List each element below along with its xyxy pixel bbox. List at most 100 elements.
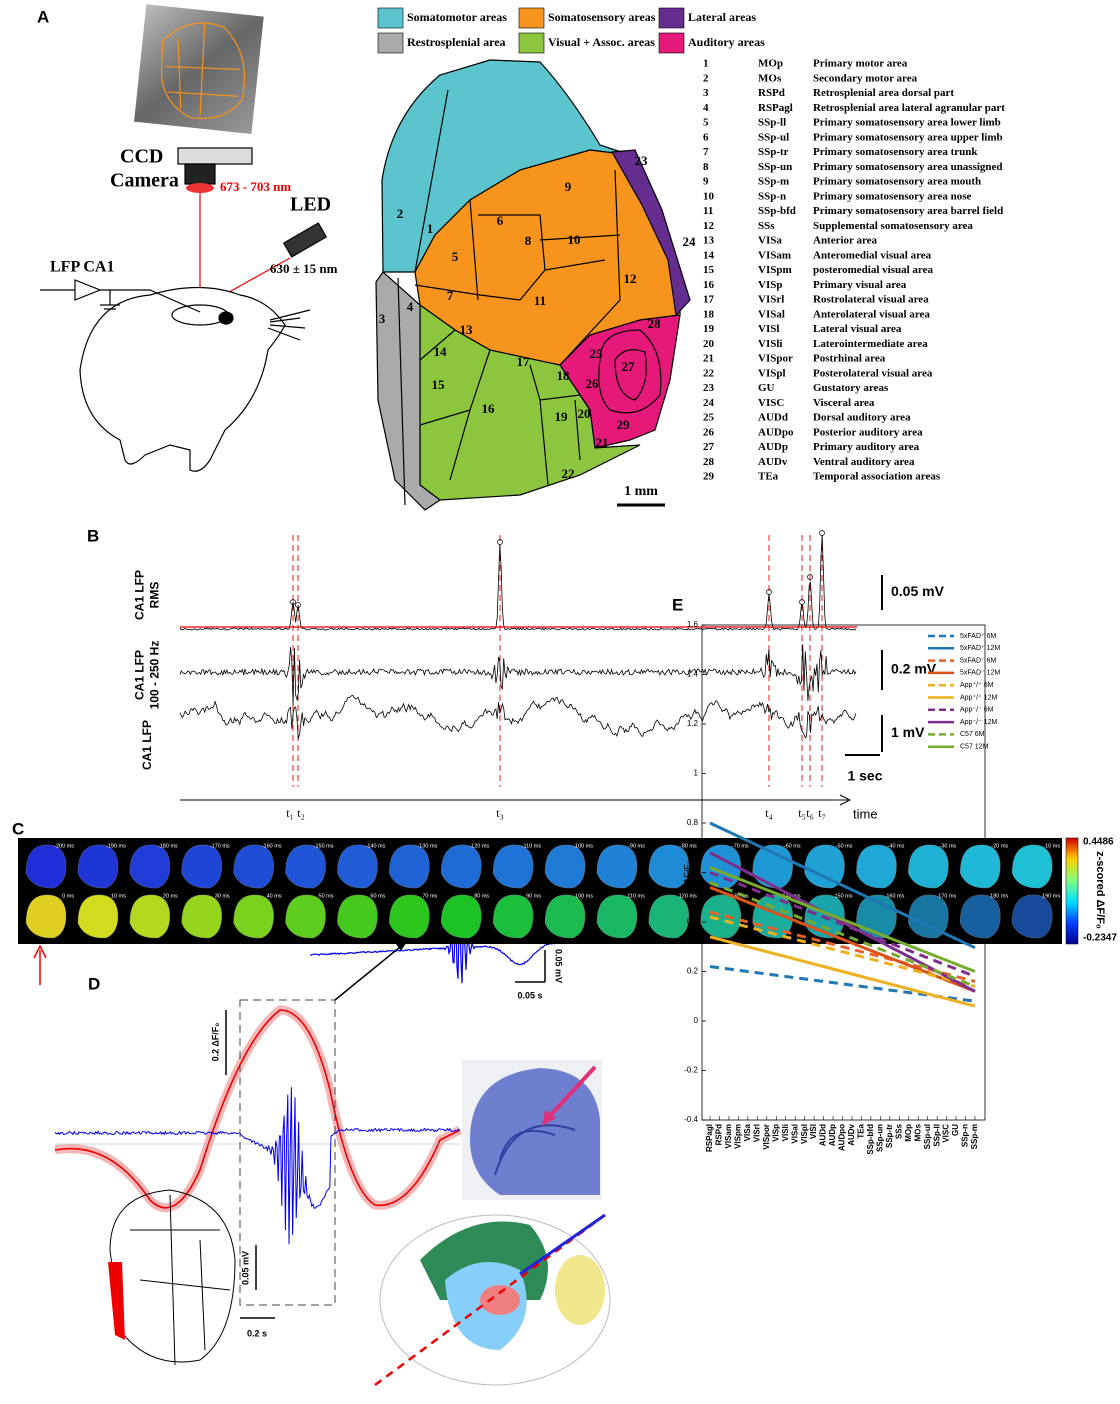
scale-label: 0.05 mV [554, 949, 564, 983]
frame-label: -140 ms [366, 843, 386, 849]
figure: ABCDECCDCamera673 - 703 nmLED630 ± 15 nm… [0, 0, 1120, 1404]
area-name: Temporal association areas [813, 471, 941, 483]
frame-label: 180 ms [990, 893, 1008, 899]
x-tick-label: RSPagl [705, 1124, 714, 1152]
y-tick-label: 0 [694, 1016, 699, 1025]
frame-map [130, 895, 170, 938]
trace-label: CA1 LFP [140, 720, 154, 770]
legend-label: C57 6M [960, 731, 985, 738]
frame-label: -170 ms [210, 843, 230, 849]
map-number: 12 [624, 271, 637, 286]
area-abbr: VISli [758, 338, 782, 350]
cortex-map [376, 60, 690, 510]
time-zero-arrow [34, 946, 46, 985]
frame-label: 80 ms [474, 893, 489, 899]
map-number: 7 [447, 288, 454, 303]
area-name: Posterolateral visual area [813, 367, 933, 379]
map-number: 22 [562, 466, 575, 481]
area-name: Primary motor area [813, 58, 908, 70]
frame-map [960, 845, 1000, 888]
area-number: 13 [703, 235, 715, 247]
x-tick-label: AUDd [819, 1124, 828, 1146]
frame-label: 170 ms [938, 893, 956, 899]
x-tick-label: RSPd [715, 1124, 724, 1145]
frame-label: 50 ms [319, 893, 334, 899]
area-number: 10 [703, 190, 715, 202]
y-tick-label: -0.2 [684, 1066, 698, 1075]
frame-map [597, 895, 637, 938]
legend-label: Lateral areas [688, 10, 756, 24]
area-name: Primary somatosensory area barrel field [813, 205, 1003, 217]
x-tick-label: SSp-m [970, 1124, 979, 1149]
panel-label: E [672, 595, 683, 614]
area-number: 20 [703, 338, 715, 350]
frame-map [389, 845, 429, 888]
frame-label: -40 ms [888, 843, 905, 849]
frame-label: -160 ms [262, 843, 282, 849]
area-number: 12 [703, 220, 715, 232]
map-number: 20 [578, 406, 591, 421]
map-number: 21 [596, 435, 609, 450]
panel-label: C [12, 819, 24, 838]
frame-label: -80 ms [680, 843, 697, 849]
legend-label: Somatosensory areas [548, 10, 656, 24]
axis-label: time [853, 806, 878, 821]
frame-map [26, 895, 66, 938]
area-name: Anterior area [813, 235, 878, 247]
legend-label: 5xFAD⁻ 12M [960, 670, 1000, 677]
y-tick-label: 1.6 [687, 620, 699, 629]
trace-label: CA1 LFP [133, 570, 147, 620]
x-tick-label: VISpl [800, 1124, 809, 1144]
frame-strip [18, 838, 1062, 944]
frame-map [441, 845, 481, 888]
time-axis [180, 795, 850, 805]
area-name: posteromedial visual area [813, 264, 933, 276]
x-tick-label: SSs [894, 1123, 903, 1139]
map-number: 14 [434, 344, 448, 359]
map-number: 24 [683, 234, 697, 249]
area-number: 5 [703, 117, 709, 129]
legend-label: App⁻/⁻ 12M [960, 719, 998, 726]
x-tick-label: VISam [724, 1124, 733, 1148]
scale-label: 1 mV [891, 724, 925, 740]
area-number: 3 [703, 87, 709, 99]
area-name: Ventral auditory area [813, 456, 915, 468]
scale-label: 0.2 s [247, 1328, 267, 1338]
area-name: Primary somatosensory area upper limb [813, 131, 1003, 143]
frame-label: -50 ms [836, 843, 853, 849]
frame-map [337, 845, 377, 888]
frame-map [545, 895, 585, 938]
event-label: t₆ [806, 806, 814, 820]
area-abbr: VISam [758, 249, 791, 261]
trace-label: CA1 LFP [133, 650, 147, 700]
legend-label: Auditory areas [688, 35, 765, 49]
event-label: t₅ [798, 806, 806, 820]
led-band: 630 ± 15 nm [270, 261, 338, 276]
frame-map [493, 895, 533, 938]
area-number: 4 [703, 102, 709, 114]
x-tick-label: GU [951, 1124, 960, 1136]
area-abbr: GU [758, 382, 775, 394]
area-name: Primary somatosensory area mouth [813, 176, 981, 188]
area-number: 19 [703, 323, 715, 335]
colorbar-label: -0.2347 [1083, 933, 1117, 944]
legend-label: C57 12M [960, 744, 989, 751]
frame-label: 40 ms [267, 893, 282, 899]
frame-map [182, 845, 222, 888]
legend-label: 5xFAD⁻ 6M [960, 657, 997, 664]
frame-label: -150 ms [314, 843, 334, 849]
frame-label: -90 ms [628, 843, 645, 849]
frame-map [805, 845, 845, 888]
area-name: Retrosplenial area dorsal part [813, 87, 954, 99]
legend-swatch [519, 8, 544, 28]
legend-label: App⁻/⁻ 6M [960, 707, 994, 714]
frame-label: -10 ms [1043, 843, 1060, 849]
area-abbr: VISpm [758, 264, 792, 276]
area-number: 16 [703, 279, 715, 291]
frame-label: -60 ms [784, 843, 801, 849]
area-name: Retrosplenial area lateral agranular par… [813, 102, 1005, 114]
area-number: 9 [703, 176, 709, 188]
area-abbr: SSp-bfd [758, 205, 796, 217]
frame-map [856, 845, 896, 888]
trace [180, 696, 856, 740]
